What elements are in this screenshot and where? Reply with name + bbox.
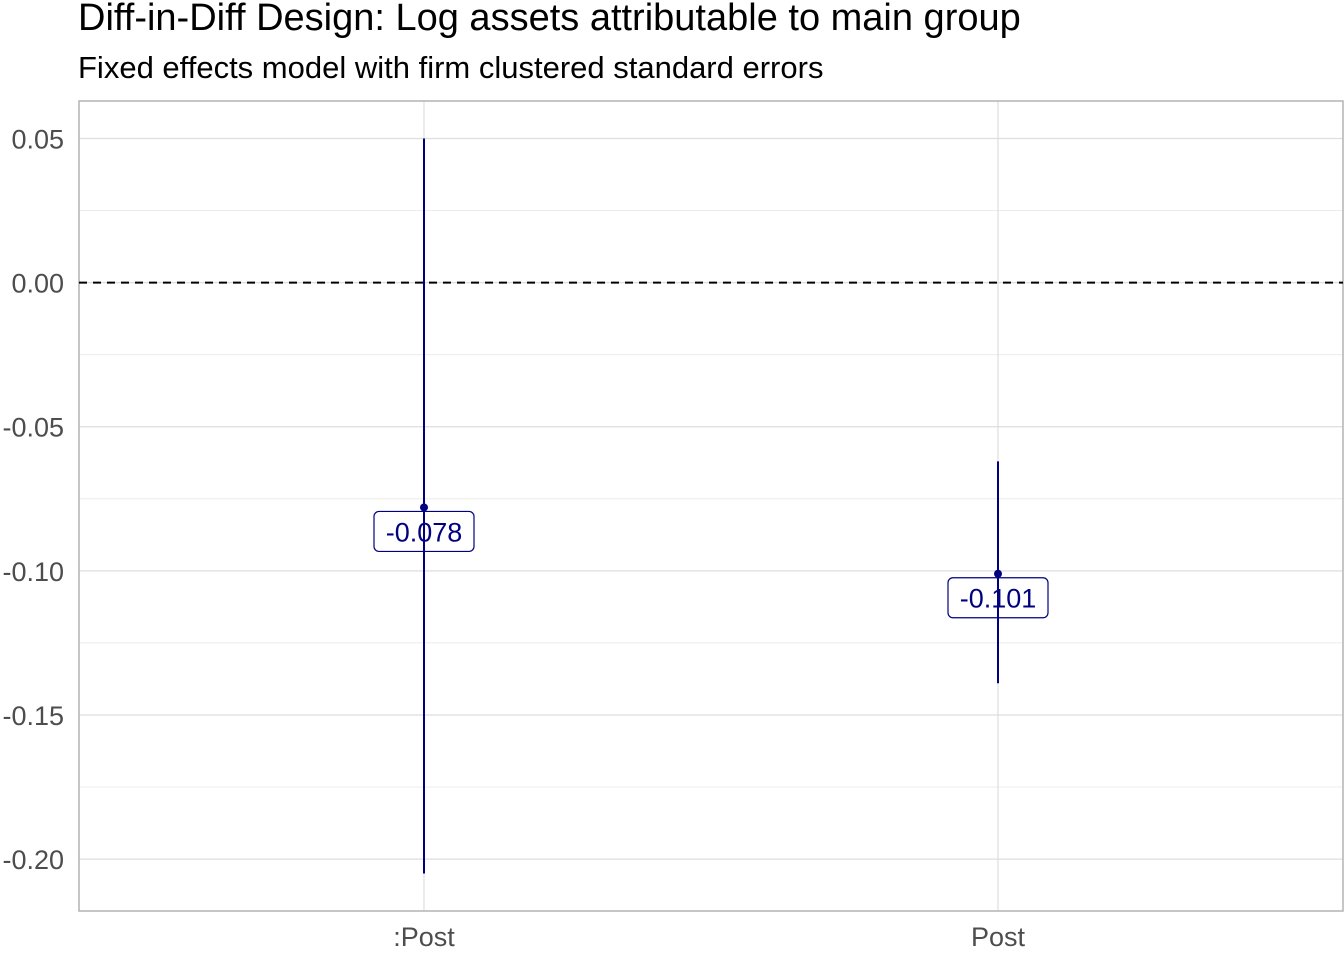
- point-estimate: [420, 503, 428, 512]
- estimate-label: -0.078: [386, 517, 463, 547]
- chart-title: Diff-in-Diff Design: Log assets attribut…: [78, 0, 1021, 39]
- marks-layer: [79, 138, 1343, 874]
- y-tick-label: 0.05: [11, 124, 64, 154]
- x-tick-label: :Post: [393, 922, 455, 952]
- estimate-label-box: [373, 510, 475, 553]
- grid-layer: [79, 101, 1343, 911]
- axis-layer: 0.05 0.00 -0.05 -0.10 -0.15 -0.20 :Post Post: [2, 100, 1344, 952]
- y-tick-label: -0.15: [2, 701, 64, 731]
- y-tick-label: 0.00: [11, 269, 64, 299]
- point-estimate: [994, 569, 1002, 578]
- chart-subtitle: Fixed effects model with firm clustered …: [78, 50, 824, 85]
- x-tick-label: Post: [971, 922, 1026, 952]
- panel-border: [78, 100, 1344, 912]
- y-tick-label: -0.05: [2, 413, 64, 443]
- labels-layer: -0.078 -0.101: [373, 510, 1049, 619]
- y-tick-label: -0.10: [2, 557, 64, 587]
- estimate-label: -0.101: [960, 584, 1037, 614]
- estimate-label-box: [947, 577, 1049, 619]
- y-tick-label: -0.20: [2, 845, 64, 875]
